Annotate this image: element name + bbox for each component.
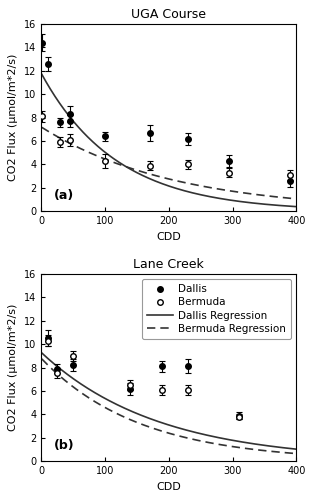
Title: Lane Creek: Lane Creek (133, 258, 204, 272)
Title: UGA Course: UGA Course (131, 8, 206, 22)
X-axis label: CDD: CDD (156, 482, 181, 492)
Text: (b): (b) (54, 439, 74, 452)
Legend: Dallis, Bermuda, Dallis Regression, Bermuda Regression: Dallis, Bermuda, Dallis Regression, Berm… (142, 279, 291, 339)
X-axis label: CDD: CDD (156, 232, 181, 241)
Y-axis label: CO2 Flux (μmol/m*2/s): CO2 Flux (μmol/m*2/s) (8, 54, 18, 182)
Y-axis label: CO2 Flux (μmol/m*2/s): CO2 Flux (μmol/m*2/s) (8, 304, 18, 432)
Text: (a): (a) (54, 189, 74, 202)
